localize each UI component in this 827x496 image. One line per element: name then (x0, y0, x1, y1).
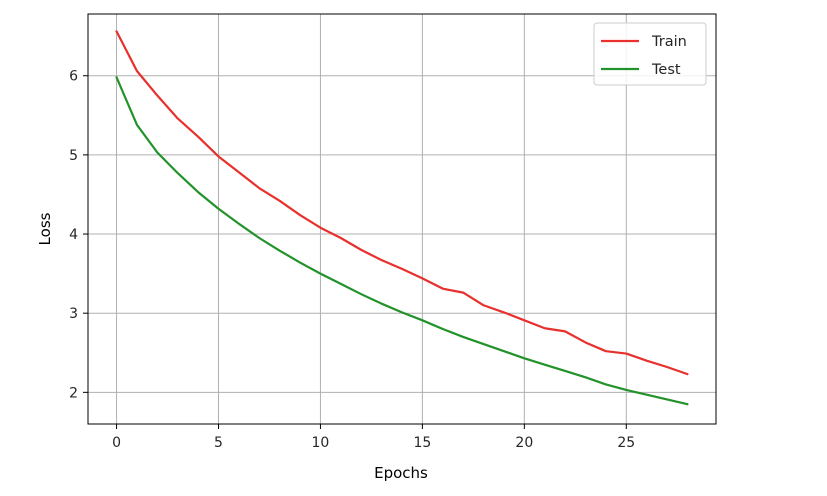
x-axis-label: Epochs (374, 464, 428, 482)
y-tick-label: 2 (69, 385, 78, 401)
x-tick-label: 15 (413, 435, 431, 451)
axis-ticks: 0 5 10 15 20 25 2 3 4 5 6 (69, 69, 635, 451)
y-tick-label: 5 (69, 148, 78, 164)
x-tick-label: 0 (112, 435, 121, 451)
legend-label-test: Test (651, 62, 681, 78)
x-tick-label: 20 (515, 435, 533, 451)
series-lines (115, 30, 689, 406)
series-line-test (115, 76, 689, 406)
plot-frame (87, 13, 717, 425)
y-tick-label: 4 (69, 227, 78, 243)
legend-box (593, 22, 707, 86)
legend-label-train: Train (651, 34, 687, 50)
legend: Train Test (593, 22, 707, 86)
y-tick-label: 3 (69, 306, 78, 322)
x-tick-label: 25 (617, 435, 635, 451)
series-line-train (115, 30, 689, 376)
y-axis-label: Loss (36, 212, 54, 245)
x-tick-label: 5 (214, 435, 223, 451)
x-tick-label: 10 (312, 435, 330, 451)
y-tick-label: 6 (69, 69, 78, 85)
